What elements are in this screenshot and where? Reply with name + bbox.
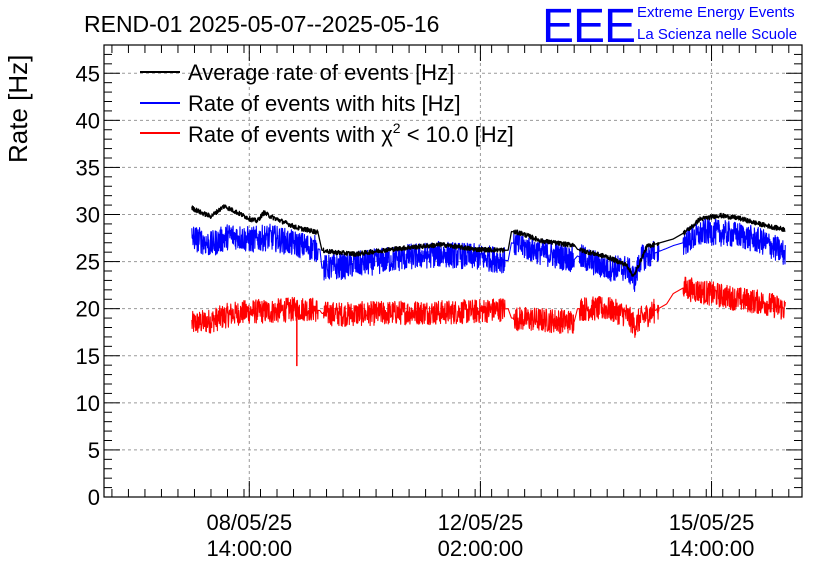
series-line (191, 217, 786, 292)
y-tick-label: 35 (76, 155, 100, 180)
logo-line-2: La Scienza nelle Scuole (637, 26, 797, 43)
legend-label-hits: Rate of events with hits [Hz] (188, 91, 461, 116)
x-tick-label-time: 02:00:00 (438, 536, 524, 561)
y-tick-label: 25 (76, 250, 100, 275)
legend-label-chi2: Rate of events with χ2 < 10.0 [Hz] (188, 120, 514, 147)
series-layer (191, 204, 786, 367)
legend-chi-superscript: 2 (393, 120, 401, 136)
y-tick-label: 30 (76, 203, 100, 228)
y-axis-label: Rate [Hz] (3, 55, 33, 163)
legend-chi2-suffix: < 10.0 [Hz] (401, 122, 514, 147)
series-line (191, 276, 786, 338)
legend: Average rate of events [Hz] Rate of even… (140, 60, 514, 147)
x-tick-label-date: 08/05/25 (206, 510, 292, 535)
chart-title: REND-01 2025-05-07--2025-05-16 (84, 11, 439, 37)
y-tick-label: 45 (76, 61, 100, 86)
y-tick-labels: 0 5 10 15 20 25 30 35 40 45 (76, 61, 100, 510)
y-tick-label: 0 (88, 485, 100, 510)
y-tick-label: 40 (76, 108, 100, 133)
y-tick-label: 20 (76, 297, 100, 322)
legend-chi2-prefix: Rate of events with (188, 122, 381, 147)
x-tick-label-date: 15/05/25 (669, 510, 755, 535)
series-line (191, 204, 786, 277)
x-tick-labels: 08/05/2514:00:0012/05/2502:00:0015/05/25… (206, 510, 754, 561)
eee-logo: EEE Extreme Energy Events La Scienza nel… (542, 0, 797, 53)
x-tick-label-time: 14:00:00 (206, 536, 292, 561)
logo-mark: EEE (542, 0, 635, 53)
x-tick-label-time: 14:00:00 (669, 536, 755, 561)
y-tick-label: 5 (88, 438, 100, 463)
legend-chi-symbol: χ (381, 122, 393, 147)
axis-ticks (104, 44, 802, 498)
legend-label-average: Average rate of events [Hz] (188, 60, 454, 85)
x-tick-label-date: 12/05/25 (438, 510, 524, 535)
y-tick-label: 10 (76, 391, 100, 416)
logo-line-1: Extreme Energy Events (637, 4, 795, 21)
y-tick-label: 15 (76, 344, 100, 369)
